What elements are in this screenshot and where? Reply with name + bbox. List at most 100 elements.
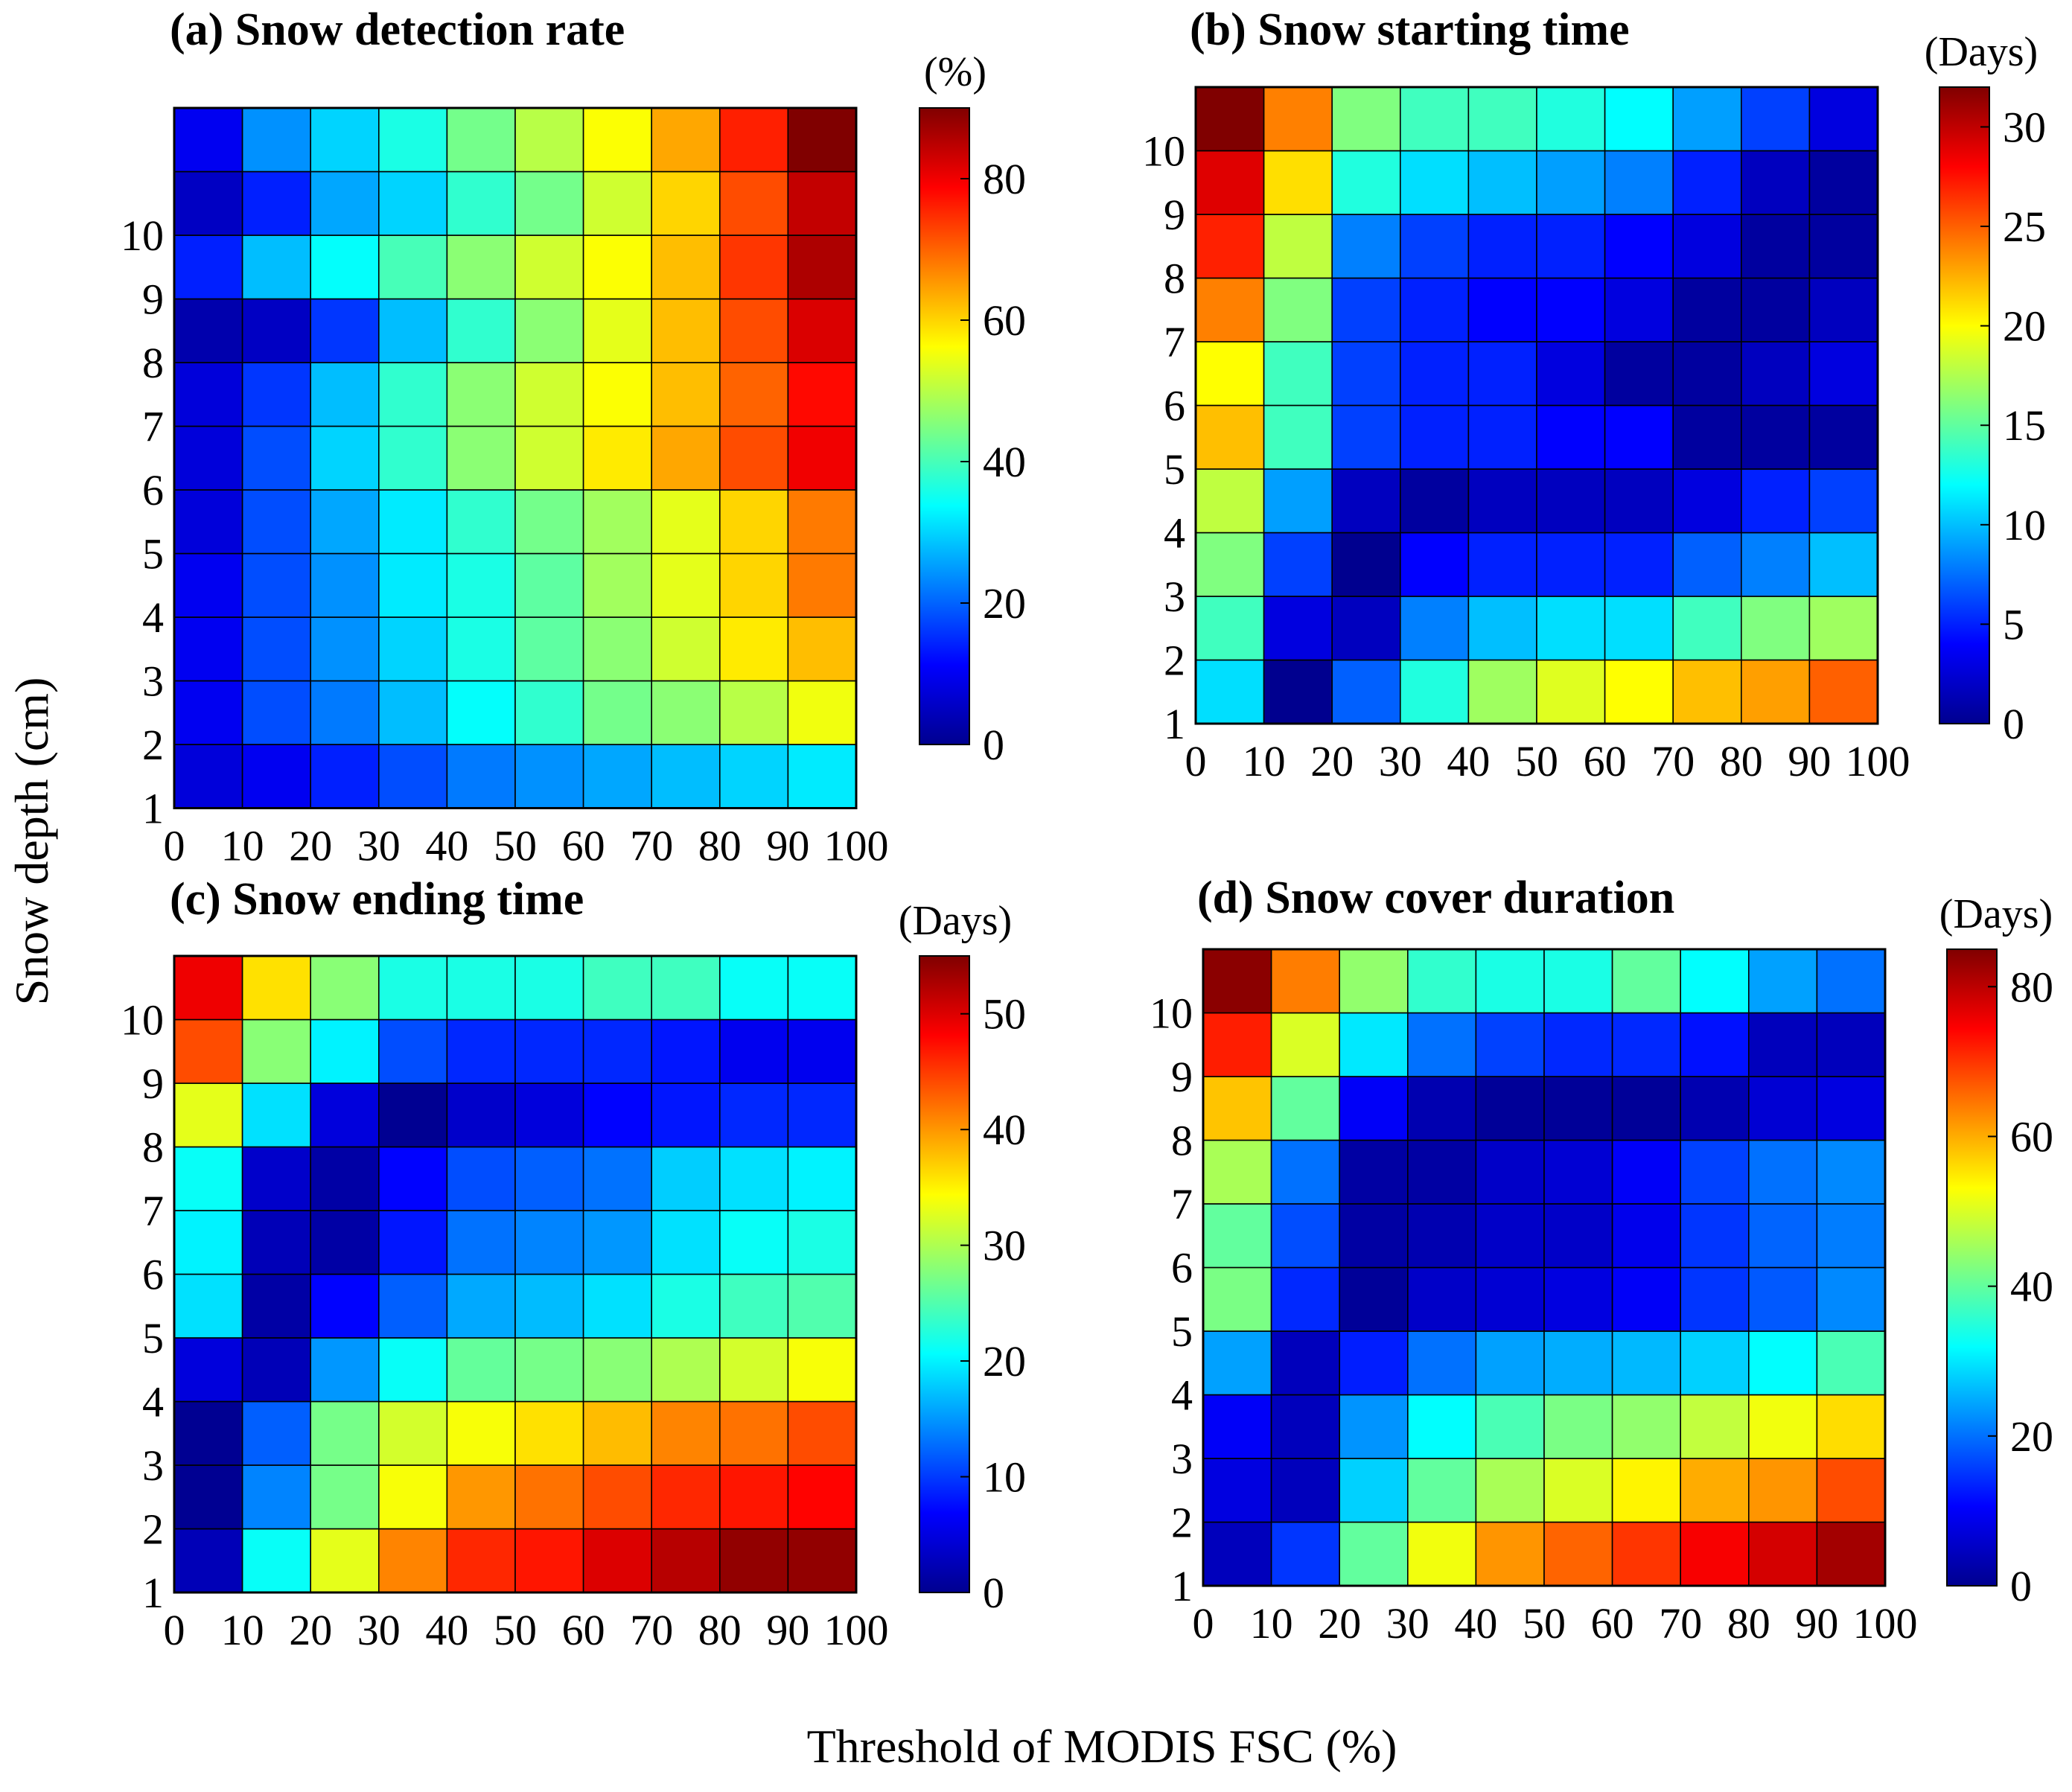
- heatmap-cell: [1816, 1394, 1886, 1459]
- heatmap-cell: [1270, 1521, 1340, 1587]
- heatmap-cell: [1536, 532, 1606, 597]
- x-tick-label: 50: [494, 1606, 537, 1654]
- x-tick-label: 60: [562, 1606, 605, 1654]
- heatmap-cell: [1475, 1076, 1545, 1141]
- heatmap-cell: [377, 955, 448, 1021]
- heatmap-cell: [1604, 659, 1674, 724]
- heatmap-cell: [1748, 1203, 1818, 1269]
- heatmap-cell: [1270, 1330, 1340, 1396]
- heatmap-cell: [718, 1400, 789, 1466]
- panel-title: (a) Snow detection rate: [170, 4, 625, 55]
- heatmap-cell: [1400, 86, 1470, 152]
- x-tick-label: 70: [630, 822, 673, 870]
- heatmap-cell: [1808, 86, 1878, 152]
- heatmap-cell: [377, 298, 448, 363]
- x-tick-labels: 0 10 20 30 40 50 60 70 80 90 100: [164, 1606, 889, 1654]
- heatmap-cell: [718, 235, 789, 300]
- heatmap-cell: [377, 107, 448, 173]
- colorbar-tick-label: 40: [983, 1106, 1026, 1154]
- heatmap-cell: [651, 489, 721, 555]
- heatmap-cell: [1202, 1521, 1272, 1587]
- heatmap-cell: [1331, 596, 1401, 661]
- colorbar-tick-label: 5: [2003, 600, 2024, 648]
- heatmap-cell: [787, 744, 857, 809]
- y-tick-labels: 1 2 3 4 5 6 7 8 9 10: [1150, 989, 1193, 1611]
- heatmap-cell: [514, 1400, 584, 1466]
- heatmap-cell: [377, 1273, 448, 1339]
- y-tick-label: 8: [142, 1123, 164, 1172]
- panel-d-cover-duration: (d) Snow cover duration 0 10 20 30 40 50 60 70 8…: [1150, 873, 2053, 1648]
- heatmap-cell: [377, 425, 448, 491]
- heatmap-cell: [173, 1082, 243, 1148]
- heatmap-cell: [1748, 1458, 1818, 1523]
- heatmap-cell: [1543, 1139, 1613, 1205]
- heatmap-cell: [446, 680, 516, 745]
- heatmap-cell: [446, 298, 516, 363]
- heatmap-grid: [1202, 948, 1887, 1587]
- heatmap-cell: [651, 552, 721, 618]
- heatmap-cell: [787, 1273, 857, 1339]
- y-tick-label: 5: [1171, 1307, 1193, 1356]
- heatmap-cell: [310, 425, 380, 491]
- heatmap-cell: [1331, 150, 1401, 215]
- y-tick-label: 3: [142, 657, 164, 706]
- heatmap-cell: [651, 1464, 721, 1530]
- y-tick-label: 2: [142, 721, 164, 769]
- y-tick-label: 4: [142, 593, 164, 642]
- colorbar: [919, 955, 970, 1593]
- heatmap-cell: [1467, 341, 1537, 406]
- heatmap-cell: [1748, 1139, 1818, 1205]
- y-tick-label: 5: [142, 530, 164, 578]
- heatmap-cell: [310, 1210, 380, 1275]
- x-tick-label: 40: [425, 822, 468, 870]
- y-tick-label: 3: [1171, 1435, 1193, 1483]
- x-tick-label: 70: [630, 1606, 673, 1654]
- heatmap-cell: [514, 1337, 584, 1403]
- heatmap-cell: [718, 1146, 789, 1211]
- colorbar-tick-label: 20: [2003, 302, 2046, 351]
- heatmap-cell: [1407, 1139, 1477, 1205]
- heatmap-cell: [514, 955, 584, 1021]
- heatmap-cell: [1400, 277, 1470, 342]
- heatmap-cell: [651, 170, 721, 236]
- heatmap-cell: [1400, 404, 1470, 470]
- heatmap-cell: [446, 1528, 516, 1593]
- colorbar: [919, 107, 970, 745]
- heatmap-cell: [1680, 1458, 1750, 1523]
- heatmap-cell: [787, 362, 857, 427]
- x-tick-label: 90: [1795, 1599, 1838, 1648]
- heatmap-cell: [718, 489, 789, 555]
- colorbar-tick-label: 0: [2010, 1562, 2032, 1610]
- heatmap-cell: [1407, 1012, 1477, 1077]
- heatmap-cell: [582, 1146, 652, 1211]
- heatmap-cell: [1475, 1521, 1545, 1587]
- heatmap-cell: [1475, 1330, 1545, 1396]
- heatmap-cell: [1407, 1266, 1477, 1332]
- y-tick-labels: 1 2 3 4 5 6 7 8 9 10: [1142, 127, 1185, 749]
- heatmap-cell: [1672, 214, 1742, 279]
- heatmap-cell: [1202, 1139, 1272, 1205]
- heatmap-cell: [1672, 150, 1742, 215]
- heatmap-cell: [173, 1018, 243, 1084]
- heatmap-cell: [1202, 1012, 1272, 1077]
- heatmap-cell: [651, 744, 721, 809]
- x-tick-labels: 0 10 20 30 40 50 60 70 80 90 100: [1185, 737, 1910, 785]
- x-tick-label: 50: [1515, 737, 1558, 785]
- heatmap-grid: [1194, 86, 1879, 725]
- heatmap-cell: [241, 1146, 312, 1211]
- heatmap-cell: [377, 1018, 448, 1084]
- heatmap-cell: [446, 107, 516, 173]
- heatmap-cell: [787, 1146, 857, 1211]
- heatmap-cell: [1202, 1203, 1272, 1269]
- y-tick-label: 6: [1164, 382, 1185, 430]
- colorbar-tick-label: 0: [2003, 700, 2024, 748]
- heatmap-cell: [173, 107, 243, 173]
- heatmap-cell: [718, 362, 789, 427]
- heatmap-cell: [651, 1018, 721, 1084]
- heatmap-cell: [310, 489, 380, 555]
- heatmap-cell: [173, 1337, 243, 1403]
- heatmap-cell: [377, 552, 448, 618]
- y-tick-label: 2: [1164, 637, 1185, 685]
- heatmap-cell: [514, 744, 584, 809]
- heatmap-cell: [718, 107, 789, 173]
